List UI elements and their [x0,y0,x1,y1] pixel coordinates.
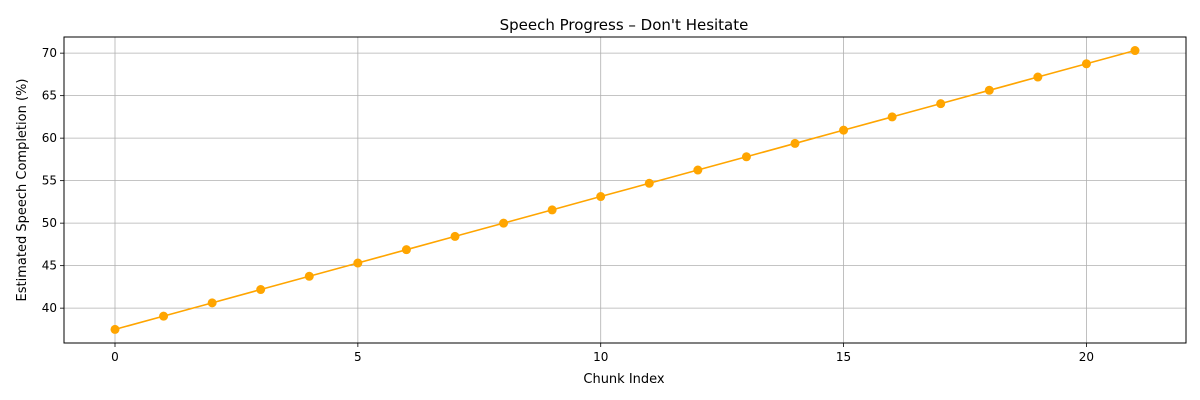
plot-frame [63,36,1187,344]
chart-title: Speech Progress – Don't Hesitate [500,16,749,34]
data-point [110,324,120,334]
y-tick-label: 45 [42,259,57,273]
y-tick-label: 40 [42,301,57,315]
data-point [1033,72,1043,82]
data-point [547,205,557,215]
data-point [1081,59,1091,69]
x-tick-label: 15 [836,350,851,364]
data-point [936,99,946,109]
data-point [790,138,800,148]
y-axis-label: Estimated Speech Completion (%) [15,79,30,302]
data-point [693,165,703,175]
data-point [1130,46,1140,56]
y-tick-label: 60 [42,131,57,145]
data-point [450,231,460,241]
data-point [644,178,654,188]
series-line [110,46,1140,334]
data-point [304,271,314,281]
y-tick-label: 70 [42,46,57,60]
x-axis-label: Chunk Index [583,372,665,387]
x-tick-label: 0 [111,350,119,364]
grid-lines [64,37,1186,343]
data-point [256,285,266,295]
series-path [114,49,1136,331]
y-tick-label: 50 [42,216,57,230]
y-tick-label: 65 [42,89,57,103]
y-tick-label: 55 [42,174,57,188]
x-tick-label: 10 [593,350,608,364]
data-point [839,125,849,135]
x-axis-ticks: 0 5 10 15 20 [111,343,1094,364]
data-point [887,112,897,122]
data-point [596,192,606,202]
data-point [499,218,509,228]
data-point [401,245,411,255]
x-tick-label: 5 [354,350,362,364]
data-point [741,152,751,162]
data-point [207,298,217,308]
y-axis-ticks: 40 45 50 55 60 65 70 [42,46,64,315]
data-point [159,311,169,321]
x-tick-label: 20 [1079,350,1094,364]
data-point [353,258,363,268]
data-point [984,85,994,95]
